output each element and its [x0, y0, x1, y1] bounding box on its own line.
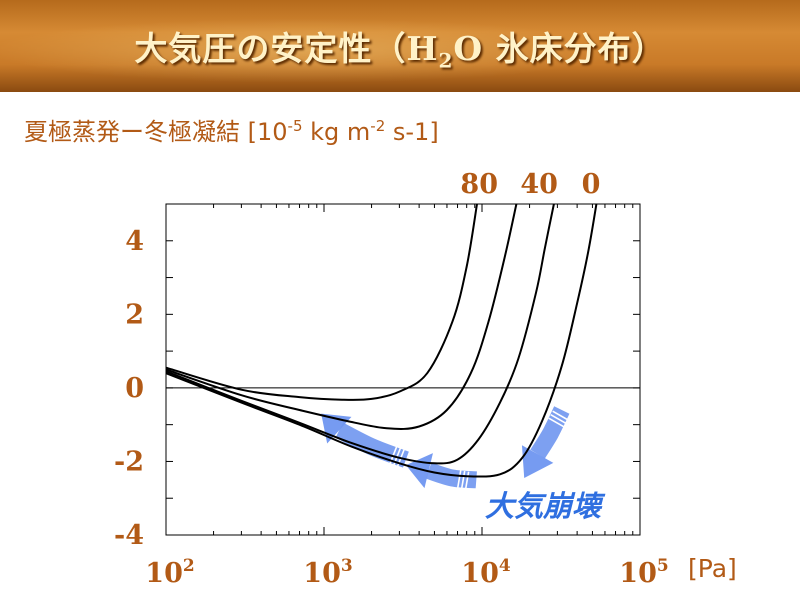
y-tick-label: -2	[114, 446, 144, 477]
subtitle-end: s-1]	[385, 118, 439, 146]
slide-title: 大気圧の安定性（H2O 氷床分布）	[0, 22, 800, 73]
collapse-arrow-mid-hatch	[464, 471, 470, 490]
subtitle-mid: kg m	[302, 118, 371, 146]
title-subscript: 2	[438, 48, 454, 73]
series-line-3	[165, 203, 598, 478]
curve-top-label: 40	[520, 169, 558, 200]
y-tick-label: 0	[125, 373, 144, 404]
title-main: 大気圧の安定性（H	[134, 29, 439, 68]
collapse-arrow-right-hatch	[550, 414, 567, 425]
subtitle-exp1: -5	[287, 117, 303, 135]
series-line-2	[165, 203, 555, 465]
collapse-arrow-right-head	[521, 445, 554, 478]
x-tick-label: 102	[145, 556, 194, 589]
chart-subtitle: 夏極蒸発ー冬極凝結 [10-5 kg m-2 s-1]	[24, 112, 439, 147]
collapse-arrow-right-hatch	[548, 417, 565, 428]
subtitle-exp2: -2	[370, 117, 386, 135]
title-banner	[0, 0, 800, 92]
subtitle-text: 夏極蒸発ー冬極凝結 [10	[24, 118, 288, 146]
series-line-1	[165, 203, 518, 430]
y-tick-label: 4	[125, 226, 144, 257]
series-line-0	[165, 203, 478, 401]
x-tick-label: 105	[619, 556, 668, 589]
banner-highlight	[0, 0, 800, 92]
x-tick-label: 104	[461, 556, 511, 589]
title-end: O 氷床分布）	[453, 29, 666, 68]
x-unit-label: [Pa]	[688, 554, 737, 583]
collapse-arrow-mid-hatch	[460, 470, 466, 489]
curve-top-label: 80	[460, 169, 498, 200]
curve-top-label: 0	[582, 169, 601, 200]
y-tick-label: 2	[125, 299, 144, 330]
collapse-annotation: 大気崩壊	[485, 489, 606, 523]
collapse-arrow-right-hatch	[552, 410, 569, 421]
collapse-arrow-mid-hatch	[456, 470, 462, 489]
x-tick-label: 103	[303, 556, 352, 589]
y-tick-label: -4	[114, 520, 144, 551]
plot-frame	[165, 203, 641, 536]
